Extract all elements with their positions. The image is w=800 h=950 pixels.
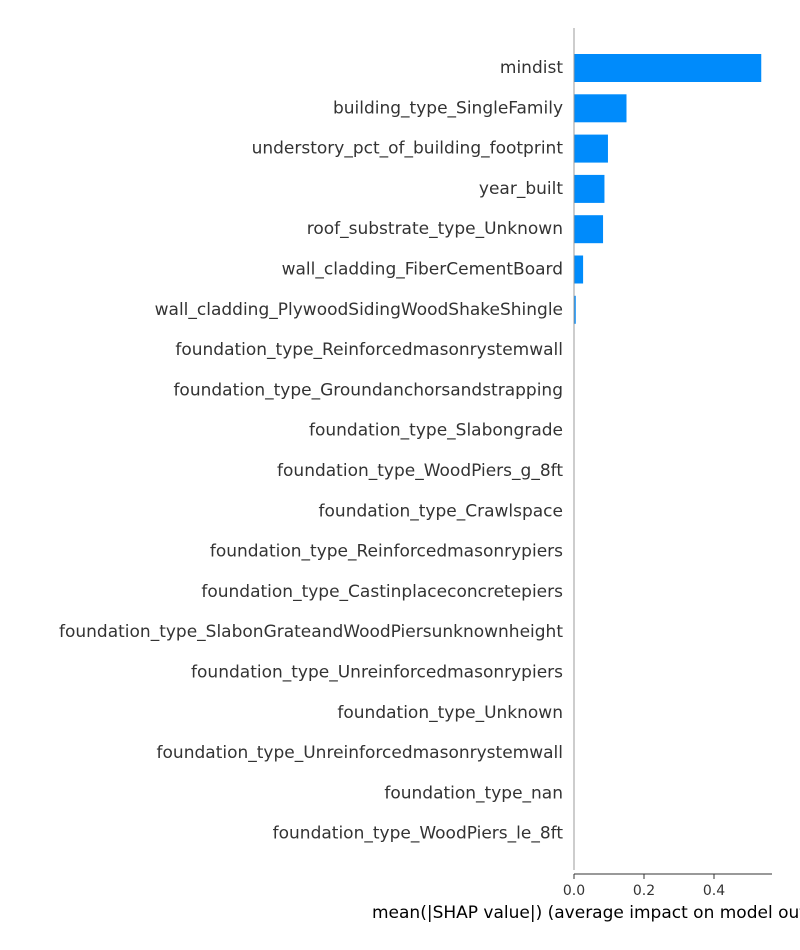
bar (574, 134, 608, 163)
category-label: foundation_type_Crawlspace (319, 501, 563, 521)
bar (574, 94, 627, 123)
x-tick-label: 0.2 (633, 883, 655, 899)
category-label: foundation_type_Unreinforcedmasonrypiers (191, 663, 563, 683)
category-label: foundation_type_Groundanchorsandstrappin… (173, 380, 563, 400)
category-label: year_built (479, 179, 563, 199)
category-label: foundation_type_Castinplaceconcretepiers (201, 582, 563, 602)
category-label: mindist (500, 58, 563, 78)
category-label: understory_pct_of_building_footprint (252, 139, 564, 159)
category-label: building_type_SingleFamily (333, 98, 563, 118)
category-label: foundation_type_WoodPiers_le_8ft (273, 824, 564, 844)
category-label: foundation_type_Reinforcedmasonrypiers (210, 542, 563, 562)
category-label: foundation_type_Reinforcedmasonrystemwal… (175, 340, 563, 360)
category-label: foundation_type_SlabonGrateandWoodPiersu… (59, 622, 563, 642)
category-label: foundation_type_Unknown (337, 703, 563, 723)
category-label: wall_cladding_PlywoodSidingWoodShakeShin… (155, 300, 563, 320)
category-label: foundation_type_Unreinforcedmasonrystemw… (157, 743, 563, 763)
category-label: wall_cladding_FiberCementBoard (282, 260, 563, 280)
bar (574, 174, 605, 203)
x-tick-label: 0.0 (563, 883, 585, 899)
bar (574, 215, 604, 244)
category-label: foundation_type_Slabongrade (309, 421, 563, 441)
category-label: foundation_type_WoodPiers_g_8ft (277, 461, 563, 481)
x-axis-title: mean(|SHAP value|) (average impact on mo… (372, 903, 800, 923)
bar (574, 255, 584, 284)
x-tick-label: 0.4 (703, 883, 725, 899)
bar (574, 295, 576, 324)
category-labels-group: mindist building_type_SingleFamilyunderst… (59, 58, 563, 844)
bars-group (574, 54, 762, 324)
x-ticks-group: 0.0 0.2 0.4 (563, 874, 725, 899)
category-label: foundation_type_nan (384, 783, 563, 803)
bar (574, 54, 762, 82)
category-label: roof_substrate_type_Unknown (307, 219, 563, 239)
